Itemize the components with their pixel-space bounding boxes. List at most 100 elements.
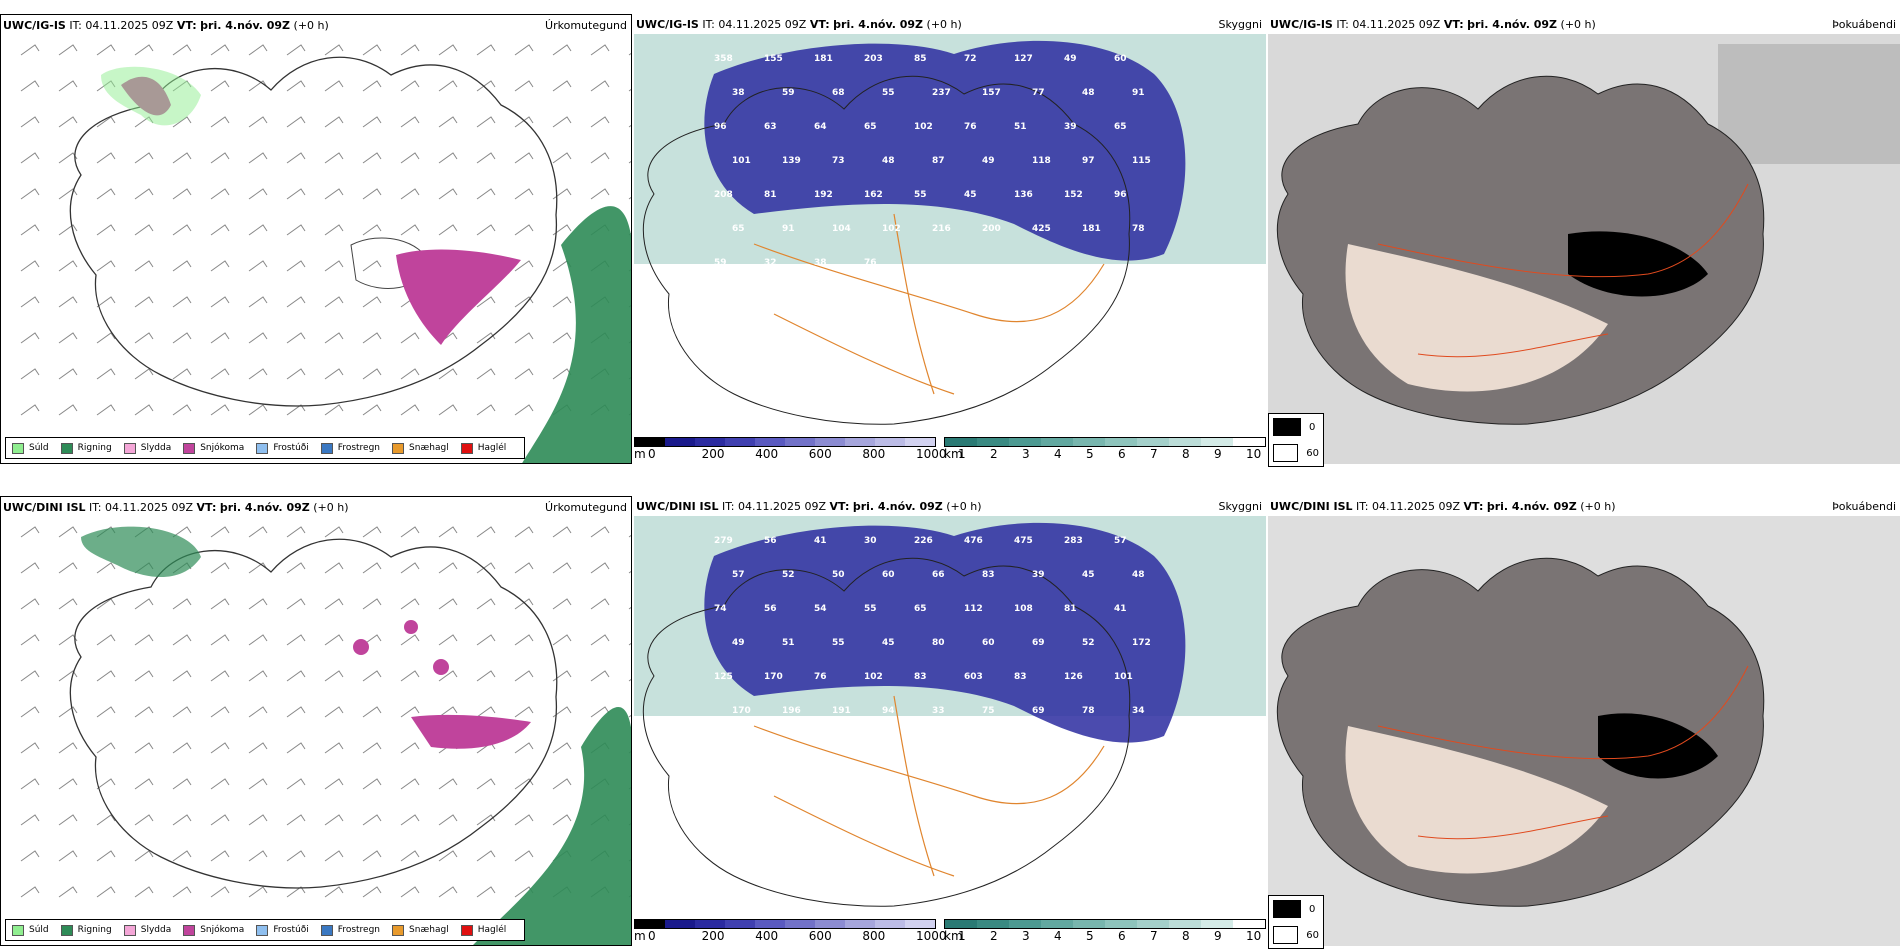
cloud-base-value: 139 — [782, 156, 801, 166]
colorbar-tick: 2 — [990, 447, 998, 461]
wind-barb — [96, 562, 116, 574]
colorbar-cell — [977, 438, 1009, 446]
wind-barb — [476, 562, 496, 574]
wind-barb — [476, 188, 496, 200]
fog-legend-row: 0 — [1269, 414, 1323, 440]
wind-barb — [210, 670, 230, 682]
wind-barb — [400, 778, 420, 790]
legend-label: Slydda — [140, 443, 172, 453]
wind-barb — [96, 850, 116, 862]
cloud-base-value: 74 — [714, 604, 727, 614]
wind-barb — [400, 526, 420, 538]
wind-barb — [324, 742, 344, 754]
cloud-base-value: 87 — [932, 156, 945, 166]
legend-label: Slydda — [140, 925, 172, 935]
cloud-base-value: 279 — [714, 536, 733, 546]
fog-legend-row: 60 — [1269, 440, 1323, 466]
wind-barb — [286, 116, 306, 128]
cloud-base-value: 170 — [764, 672, 783, 682]
wind-barb — [552, 116, 572, 128]
wind-barb — [514, 814, 534, 826]
cloud-base-value: 56 — [764, 536, 777, 546]
wind-barb — [58, 634, 78, 646]
legend-swatch — [460, 442, 473, 454]
cloud-base-value: 203 — [864, 54, 883, 64]
colorbar-cell — [815, 920, 845, 928]
wind-barb — [628, 52, 631, 56]
colorbar-cell — [977, 920, 1009, 928]
colorbar-tick: 0 — [648, 447, 656, 461]
wind-barb — [286, 670, 306, 682]
cloud-base-value: 83 — [982, 570, 995, 580]
wind-barb — [210, 850, 230, 862]
cloud-base-value: 66 — [932, 570, 945, 580]
wind-barb — [210, 44, 230, 56]
wind-barb — [514, 260, 534, 272]
wind-barb — [96, 44, 116, 56]
colorbar-cell — [945, 438, 977, 446]
legend-swatch — [183, 442, 196, 454]
wind-barb — [134, 670, 154, 682]
wind-barb — [134, 368, 154, 380]
wind-barb — [58, 526, 78, 538]
cloud-base-value: 181 — [1082, 224, 1101, 234]
cloud-base-value: 200 — [982, 224, 1001, 234]
wind-barb — [210, 598, 230, 610]
wind-barb — [20, 260, 40, 272]
wind-barb — [324, 296, 344, 308]
cloud-base-value: 118 — [1032, 156, 1051, 166]
wind-barb — [134, 634, 154, 646]
wind-barb — [438, 80, 458, 92]
wind-barb — [514, 80, 534, 92]
wind-barb — [20, 188, 40, 200]
wind-barb — [172, 706, 192, 718]
wind-barb — [514, 368, 534, 380]
wind-barb — [400, 742, 420, 754]
wind-barb — [552, 80, 572, 92]
wind-barb — [628, 606, 631, 610]
wind-barb — [210, 80, 230, 92]
cloud-base-value: 102 — [864, 672, 883, 682]
wind-barb — [210, 634, 230, 646]
cloud-base-value: 162 — [864, 190, 883, 200]
fog-legend-row: 0 — [1269, 896, 1323, 922]
wind-barb — [58, 778, 78, 790]
cloud-base-value: 55 — [914, 190, 927, 200]
wind-barb — [324, 260, 344, 272]
wind-barb — [362, 526, 382, 538]
wind-barb — [248, 44, 268, 56]
wind-barb — [210, 332, 230, 344]
wind-barb — [286, 742, 306, 754]
wind-barb — [362, 296, 382, 308]
wind-barb — [438, 670, 458, 682]
variable-label: Þokuábendi — [1832, 500, 1896, 513]
fog-legend-swatch — [1273, 418, 1301, 436]
wind-barb — [172, 224, 192, 236]
wind-barb — [324, 526, 344, 538]
colorbar-cell — [815, 438, 845, 446]
colorbar-cell — [725, 920, 755, 928]
wind-barb — [362, 706, 382, 718]
iceland-outline — [642, 557, 1131, 907]
wind-barb — [514, 296, 534, 308]
legend-label: Snjókoma — [200, 925, 245, 935]
wind-barb — [20, 634, 40, 646]
variable-label: Þokuábendi — [1832, 18, 1896, 31]
wind-barb — [58, 152, 78, 164]
cloud-base-value: 81 — [764, 190, 777, 200]
colorbar-tick: 1000 — [916, 929, 947, 943]
colorbar-tick: 8 — [1182, 447, 1190, 461]
cloudbase-colorbar: m 0 200 400 600 800 1000 — [634, 919, 947, 943]
colorbar-unit: m — [634, 929, 646, 943]
wind-barb — [400, 152, 420, 164]
wind-barb — [20, 778, 40, 790]
colorbar-tick: 600 — [808, 929, 832, 943]
wind-barb — [590, 706, 610, 718]
colorbar-cell — [1137, 438, 1169, 446]
wind-barb — [628, 160, 631, 164]
colorbar-tick: 6 — [1118, 447, 1126, 461]
cloud-base-value: 64 — [814, 122, 827, 132]
wind-barb — [400, 188, 420, 200]
cloud-base-value: 49 — [982, 156, 995, 166]
cloud-base-value: 59 — [782, 88, 795, 98]
